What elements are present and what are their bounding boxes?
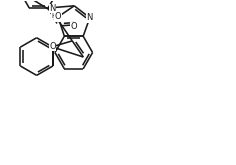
Text: H: H [52,13,57,18]
Text: O: O [55,12,61,21]
Text: O: O [71,22,77,31]
Text: N: N [87,13,93,22]
Text: N: N [49,4,55,13]
Text: O: O [49,42,56,51]
